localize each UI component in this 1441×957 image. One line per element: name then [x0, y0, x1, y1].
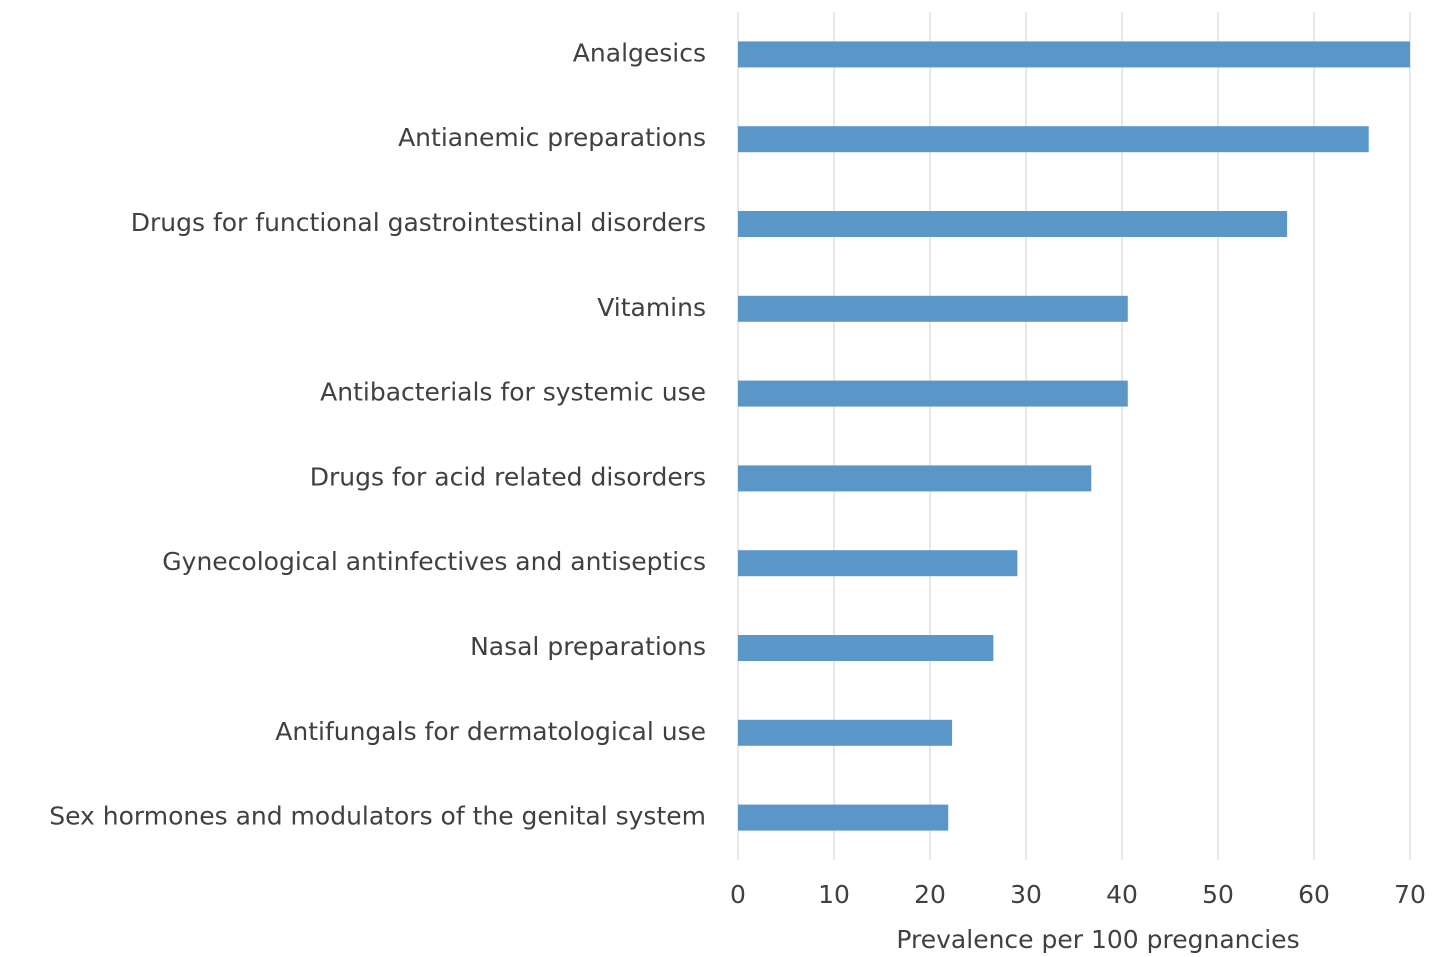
y-tick-label: Analgesics	[573, 38, 706, 67]
y-tick-label: Antifungals for dermatological use	[275, 717, 706, 746]
x-tick-label: 70	[1394, 880, 1426, 909]
y-tick-label: Antibacterials for systemic use	[320, 378, 706, 407]
bar	[738, 295, 1128, 322]
bar	[738, 126, 1369, 153]
y-tick-label: Drugs for acid related disorders	[310, 462, 706, 491]
bar	[738, 550, 1018, 577]
bar	[738, 635, 994, 661]
y-tick-label: Drugs for functional gastrointestinal di…	[131, 208, 706, 237]
y-tick-label: Gynecological antinfectives and antisept…	[162, 547, 706, 576]
y-tick-label: Vitamins	[597, 293, 706, 322]
bar	[738, 719, 953, 746]
y-tick-label: Nasal preparations	[470, 632, 706, 661]
bar	[738, 465, 1092, 492]
x-axis-title: Prevalence per 100 pregnancies	[896, 925, 1299, 954]
y-tick-label: Antianemic preparations	[398, 123, 706, 152]
bar	[738, 804, 949, 831]
x-tick-label: 60	[1298, 880, 1330, 909]
bar	[738, 211, 1288, 237]
x-tick-label: 50	[1202, 880, 1234, 909]
bar	[738, 380, 1128, 407]
x-tick-label: 0	[730, 880, 746, 909]
x-tick-label: 20	[914, 880, 946, 909]
y-tick-label: Sex hormones and modulators of the genit…	[49, 802, 706, 831]
x-tick-label: 10	[818, 880, 850, 909]
x-tick-label: 40	[1106, 880, 1138, 909]
x-tick-label: 30	[1010, 880, 1042, 909]
bar	[738, 41, 1410, 68]
